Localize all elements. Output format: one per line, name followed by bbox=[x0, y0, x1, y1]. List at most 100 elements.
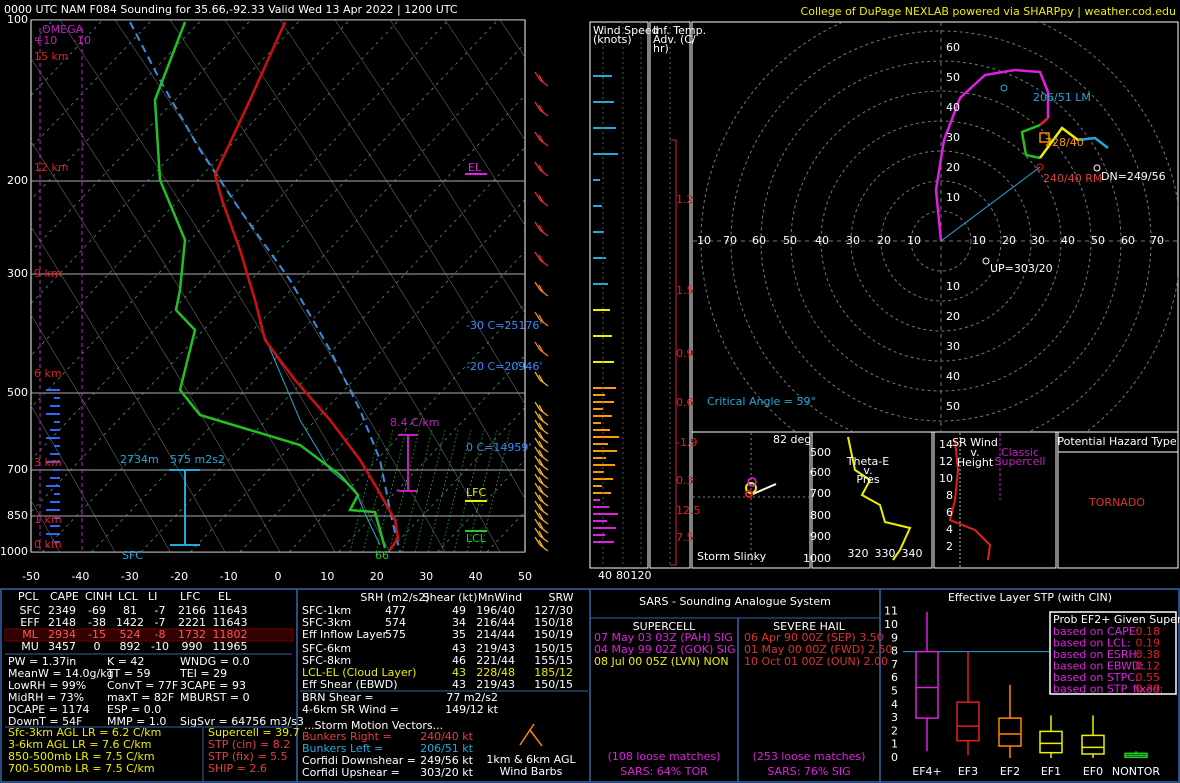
temp-tick: 30 bbox=[419, 570, 433, 583]
parcel-cell: -38 bbox=[88, 616, 106, 629]
omega-title: OMEGA bbox=[42, 23, 84, 36]
hodo-point bbox=[1000, 84, 1008, 92]
temp-tick: -30 bbox=[121, 570, 139, 583]
parcel-cell: 11643 bbox=[213, 616, 248, 629]
pressure-tick: 100 bbox=[7, 13, 28, 26]
wind-barb bbox=[534, 509, 549, 525]
hodo-up: UP=303/20 bbox=[990, 262, 1053, 275]
isotherm bbox=[31, 20, 449, 461]
hodo-tick: 10 bbox=[946, 191, 960, 204]
adv-title: Inf. Temp. bbox=[653, 24, 706, 37]
credit: College of DuPage NEXLAB powered via SHA… bbox=[801, 5, 1176, 18]
temp-tick: 40 bbox=[469, 570, 483, 583]
theta-tick: 800 bbox=[810, 509, 831, 522]
stp-tick: 3 bbox=[891, 711, 898, 724]
parcel-cell: 1732 bbox=[178, 628, 206, 641]
kin-cell: SFC-3km bbox=[302, 616, 351, 629]
wind-barb bbox=[534, 464, 549, 480]
slinky-angle: 82 deg bbox=[773, 433, 811, 446]
slinky bbox=[693, 433, 810, 567]
sars-loose: (253 loose matches) bbox=[753, 750, 866, 763]
parcel-cell: 3457 bbox=[48, 640, 76, 653]
adv-value: -1.9 bbox=[676, 436, 697, 449]
index: MidRH = 73% bbox=[8, 691, 84, 704]
parcel-cell: 0 bbox=[94, 640, 101, 653]
pressure-tick: 850 bbox=[7, 509, 28, 522]
index: MMP = 1.0 bbox=[107, 715, 166, 728]
index: DownT = 54F bbox=[8, 715, 82, 728]
stp-tick: 2 bbox=[891, 724, 898, 737]
hodo-tick: 70 bbox=[1150, 234, 1164, 247]
wind-barb bbox=[534, 221, 549, 237]
stp-category: EF4+ bbox=[912, 765, 942, 778]
isotherm bbox=[190, 199, 525, 552]
kin-cell: 46 bbox=[452, 654, 466, 667]
theta-tick: 340 bbox=[902, 547, 923, 560]
kin-header: Shear (kt) bbox=[423, 591, 478, 604]
theta-tick: 330 bbox=[875, 547, 896, 560]
hodo-mean: 228/40 bbox=[1045, 136, 1084, 149]
prob-value: 0.55 bbox=[1136, 671, 1161, 684]
index: 3CAPE = 93 bbox=[180, 679, 246, 692]
isotherm bbox=[31, 20, 499, 513]
stp-tick: 1 bbox=[891, 738, 898, 751]
prob-value: 0.12 bbox=[1136, 660, 1161, 673]
theta-title: v. bbox=[863, 464, 872, 477]
pressure-tick: 300 bbox=[7, 267, 28, 280]
composite: STP (cin) = 8.2 bbox=[208, 738, 290, 751]
hodo-tick: 50 bbox=[946, 400, 960, 413]
pressure-tick: 1000 bbox=[0, 545, 28, 558]
prob-label: based on EBWD: bbox=[1053, 660, 1144, 673]
isotherm bbox=[140, 146, 525, 552]
kin-header: MnWind bbox=[478, 591, 522, 604]
eff-layer-marker bbox=[170, 469, 200, 546]
hodo-tick: 20 bbox=[946, 310, 960, 323]
parcel-cell: MU bbox=[21, 640, 39, 653]
prob-label: based on STPC: bbox=[1053, 671, 1139, 684]
wind-barb bbox=[534, 419, 549, 435]
height-tick: 12 km bbox=[34, 161, 69, 174]
parcel-cell: 11643 bbox=[213, 604, 248, 617]
sars-match: 07 May 03 03Z (PAH) SIG bbox=[594, 631, 733, 644]
parcel-header: CAPE bbox=[50, 590, 79, 603]
isotherm-height: -30 C=25176' bbox=[466, 319, 542, 332]
mixing-ratio bbox=[427, 429, 459, 552]
box bbox=[1081, 734, 1105, 755]
index: ConvT = 77F bbox=[107, 679, 178, 692]
sars-match: 06 Apr 90 00Z (SEP) 3.50 bbox=[744, 631, 884, 644]
hodo-tick: 40 bbox=[946, 370, 960, 383]
composite: STP (fix) = 5.5 bbox=[208, 750, 288, 763]
sr-title: Height bbox=[957, 456, 994, 469]
index: DCAPE = 1174 bbox=[8, 703, 89, 716]
temp-tick: 0 bbox=[275, 570, 282, 583]
hodo-point bbox=[1093, 164, 1101, 172]
temp-tick: 50 bbox=[518, 570, 532, 583]
sr-tick: 8 bbox=[946, 489, 953, 502]
wind-barb bbox=[534, 161, 549, 177]
hodo-tick: 20 bbox=[1002, 234, 1016, 247]
index: TEI = 29 bbox=[179, 667, 227, 680]
dry-adiabat bbox=[114, 20, 446, 552]
hodo-tick: 60 bbox=[752, 234, 766, 247]
prob-label: based on CAPE: bbox=[1053, 625, 1139, 638]
adv-value: 12.5 bbox=[676, 504, 701, 517]
dry-adiabat bbox=[59, 20, 391, 552]
slinky-title: Storm Slinky bbox=[697, 550, 767, 563]
kin-extra: 4-6km SR Wind = bbox=[302, 703, 399, 716]
isotherm-height: -20 C=20946' bbox=[466, 360, 542, 373]
kin-header: SRH (m2/s2) bbox=[360, 591, 429, 604]
stp-boxes bbox=[915, 611, 1177, 759]
kin-cell: SFC-6km bbox=[302, 642, 351, 655]
stp-category: EF3 bbox=[958, 765, 978, 778]
parcel-cell: -15 bbox=[88, 628, 106, 641]
adv-title: hr) bbox=[653, 42, 669, 55]
adv-value: 0.3 bbox=[676, 474, 694, 487]
box bbox=[956, 701, 980, 742]
kin-cell: 214/44 bbox=[476, 628, 515, 641]
isotherm bbox=[31, 20, 252, 253]
hodo-tick: 40 bbox=[946, 101, 960, 114]
isotherm bbox=[41, 42, 525, 552]
wind-barb bbox=[534, 410, 549, 426]
hodo-tick: 50 bbox=[783, 234, 797, 247]
index: MBURST = 0 bbox=[180, 691, 250, 704]
